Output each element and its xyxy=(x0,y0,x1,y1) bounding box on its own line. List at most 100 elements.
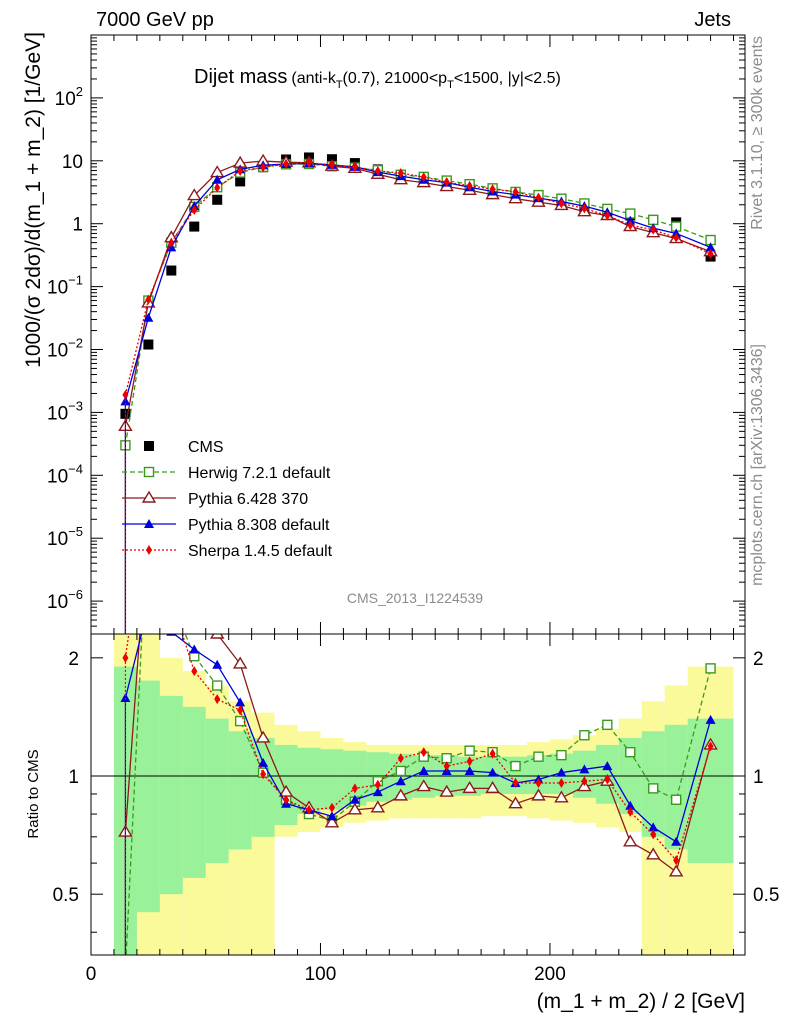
tick-exponent: −3 xyxy=(68,398,83,413)
legend-label-pythia8: Pythia 8.308 default xyxy=(188,517,330,534)
main-y-tick-label: 102 xyxy=(55,84,83,110)
ratio-point-herwig xyxy=(602,719,613,731)
ratio-point-sherpa xyxy=(420,747,427,758)
ratio-point-herwig xyxy=(705,663,716,674)
ratio-point-sherpa xyxy=(489,748,496,759)
ratio-point-pythia6 xyxy=(554,790,569,803)
ratio-point-pythia8 xyxy=(212,659,223,669)
series-line-pythia8 xyxy=(124,162,711,402)
band-inner-bin xyxy=(182,706,206,878)
title-sub-3: (0.7), 21000<p xyxy=(343,70,448,87)
x-tick-label: 200 xyxy=(534,964,566,985)
data-point-pythia8 xyxy=(212,174,223,184)
ratio-y-tick-label-right: 0.5 xyxy=(753,885,779,906)
ratio-line-pythia8 xyxy=(124,634,712,843)
data-point-sherpa xyxy=(191,205,198,216)
ratio-y-tick-label-right: 2 xyxy=(753,649,764,670)
legend-marker-cms xyxy=(144,441,154,451)
main-y-tick-label: 10−6 xyxy=(47,587,83,613)
ratio-point-pythia6 xyxy=(623,834,638,847)
tick-exponent: −1 xyxy=(68,273,83,288)
x-tick-label: 100 xyxy=(305,964,337,985)
band-inner-bin xyxy=(504,756,527,794)
tick-base: 10 xyxy=(47,341,68,362)
main-y-tick-label: 1 xyxy=(72,215,83,236)
data-point-pythia8 xyxy=(705,242,716,252)
ratio-point-herwig xyxy=(212,680,223,691)
data-point-sherpa xyxy=(214,182,221,193)
ratio-point-herwig xyxy=(121,966,130,975)
ratio-point-sherpa xyxy=(122,652,129,663)
ratio-point-herwig xyxy=(670,794,682,805)
tick-exponent: −6 xyxy=(68,587,83,602)
data-point-sherpa xyxy=(145,294,152,305)
data-point-sherpa xyxy=(351,161,358,172)
legend-label-sherpa: Sherpa 1.4.5 default xyxy=(188,543,333,560)
ratio-point-pythia6 xyxy=(347,802,363,815)
data-point-sherpa xyxy=(535,192,542,203)
ratio-plot-panel: 0.5 0.5 1 1 2 2 0 100 200 Ratio to CMS (m_1 + m_… xyxy=(25,595,779,1013)
rivet-label: Rivet 3.1.10, ≥ 300k events xyxy=(749,36,766,230)
data-point-cms xyxy=(166,265,177,276)
ratio-point-herwig xyxy=(464,745,475,756)
ratio-point-sherpa xyxy=(397,753,404,764)
title-sub-4: T xyxy=(447,79,454,91)
ratio-point-sherpa xyxy=(168,595,174,605)
data-point-sherpa xyxy=(283,158,290,169)
ratio-point-pythia8 xyxy=(372,787,383,797)
ratio-point-pythia8 xyxy=(395,776,406,786)
ratio-point-herwig xyxy=(556,749,567,761)
header-right: Jets xyxy=(694,9,731,31)
ratio-point-herwig xyxy=(167,596,176,605)
ratio-point-sherpa xyxy=(191,666,198,677)
ratio-point-pythia6 xyxy=(188,614,200,624)
ratio-point-sherpa xyxy=(512,777,519,788)
ratio-point-pythia6 xyxy=(232,656,248,669)
ratio-point-pythia8 xyxy=(602,761,613,771)
ratio-point-herwig xyxy=(579,730,590,741)
ratio-point-sherpa xyxy=(214,694,221,705)
ratio-point-herwig xyxy=(395,765,406,777)
ratio-point-pythia8 xyxy=(648,822,659,832)
legend-marker-sherpa xyxy=(146,545,152,555)
main-y-tick-label: 10−3 xyxy=(47,398,83,424)
series-line-herwig xyxy=(124,163,711,446)
legend-marker-pythia6 xyxy=(141,490,157,503)
analysis-id: CMS_2013_I1224539 xyxy=(347,590,483,606)
main-y-tick-label: 10 xyxy=(62,152,83,173)
band-inner-bin xyxy=(664,724,688,850)
data-point-sherpa xyxy=(489,184,496,195)
ratio-y-tick-label: 1 xyxy=(68,767,79,788)
ratio-point-sherpa xyxy=(604,774,611,785)
x-tick-label: 0 xyxy=(86,964,97,985)
ratio-point-sherpa xyxy=(443,761,450,772)
data-point-sherpa xyxy=(443,177,450,188)
tick-base: 10 xyxy=(55,89,76,110)
ratio-point-sherpa xyxy=(581,776,588,787)
ratio-point-sherpa xyxy=(558,777,565,788)
band-inner-bin xyxy=(228,731,252,850)
data-point-sherpa xyxy=(374,165,381,176)
legend: CMS Herwig 7.2.1 default Pythia 6.428 37… xyxy=(122,439,333,560)
ratio-point-pythia6 xyxy=(209,634,225,639)
ratio-point-pythia6 xyxy=(324,815,340,828)
main-y-tick-label: 10−2 xyxy=(47,336,83,362)
band-inner-bin xyxy=(297,747,321,815)
ratio-point-pythia6 xyxy=(393,788,409,801)
ratio-point-sherpa xyxy=(260,769,267,780)
ratio-point-sherpa xyxy=(374,779,381,790)
data-point-sherpa xyxy=(420,172,427,183)
data-point-sherpa xyxy=(260,162,267,173)
title-sub-2: T xyxy=(336,79,343,91)
band-inner-bin xyxy=(572,750,596,798)
title-sub-5: <1500, |y|<2.5) xyxy=(454,70,561,87)
ratio-point-pythia6 xyxy=(508,796,523,809)
ratio-point-sherpa xyxy=(673,855,680,866)
ratio-point-herwig xyxy=(533,751,544,762)
legend-marker-herwig xyxy=(143,466,155,478)
ratio-point-pythia8 xyxy=(705,714,716,724)
ratio-point-pythia8 xyxy=(258,757,269,767)
data-point-sherpa xyxy=(328,159,335,170)
tick-exponent: 2 xyxy=(76,84,83,99)
ratio-point-pythia6 xyxy=(668,864,684,877)
